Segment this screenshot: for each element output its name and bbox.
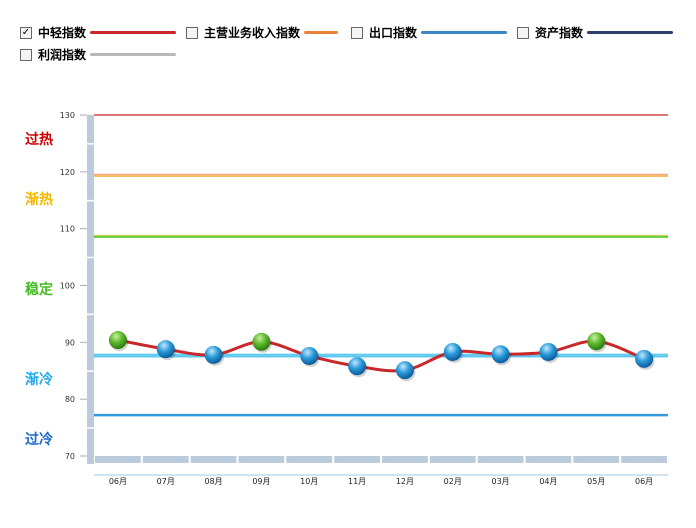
x-axis-segment (382, 456, 428, 463)
legend-swatch (587, 31, 674, 34)
x-axis-segment (525, 456, 572, 463)
x-tick-label: 03月 (491, 477, 509, 486)
x-tick-label: 07月 (157, 477, 175, 486)
data-point (204, 345, 223, 364)
data-point (539, 342, 558, 361)
data-point (108, 331, 127, 350)
data-point (156, 340, 175, 359)
zone-label-overcool: 过冷 (25, 432, 53, 448)
data-point (443, 342, 462, 361)
legend-item-0[interactable]: ✓ 中轻指数 (20, 24, 177, 41)
data-point (348, 357, 367, 376)
x-axis-segment (621, 456, 667, 463)
legend-label: 中轻指数 (38, 26, 87, 40)
x-tick-label: 08月 (204, 477, 222, 486)
y-tick-label: 110 (60, 225, 75, 234)
x-tick-label: 06月 (109, 477, 127, 486)
legend-item-4[interactable]: 利润指数 (20, 46, 177, 63)
zone-label-warming: 渐热 (25, 192, 53, 208)
data-point (587, 332, 606, 351)
legend-swatch (304, 31, 339, 34)
data-point (635, 349, 654, 368)
data-point (252, 332, 271, 351)
legend-item-2[interactable]: 出口指数 (351, 24, 508, 41)
legend-label: 利润指数 (38, 48, 87, 62)
y-axis-bar (87, 115, 94, 464)
x-axis-segment (334, 456, 380, 463)
x-tick-label: 10月 (300, 477, 318, 486)
x-axis-segment (477, 456, 524, 463)
x-axis-segment (190, 456, 237, 463)
data-point (491, 345, 510, 364)
checkbox-icon[interactable] (517, 26, 529, 39)
data-point (395, 361, 414, 380)
legend-swatch (90, 53, 177, 56)
y-tick-label: 100 (60, 282, 75, 291)
checkbox-checked-icon[interactable]: ✓ (20, 26, 32, 39)
x-tick-label: 06月 (635, 477, 653, 486)
y-tick-label: 130 (60, 111, 75, 120)
zone-label-cooling: 渐冷 (25, 372, 53, 388)
x-axis-segment (95, 456, 141, 463)
checkbox-icon[interactable] (186, 26, 198, 39)
y-tick-label: 80 (65, 395, 75, 404)
legend-label: 出口指数 (369, 26, 418, 40)
legend-item-3[interactable]: 资产指数 (517, 24, 674, 41)
legend-swatch (421, 31, 508, 34)
x-tick-label: 12月 (396, 477, 414, 486)
x-tick-label: 11月 (348, 477, 366, 486)
x-tick-label: 05月 (587, 477, 605, 486)
x-axis-segment (573, 456, 620, 463)
x-axis-segment (286, 456, 333, 463)
x-tick-label: 09月 (252, 477, 270, 486)
x-tick-label: 02月 (444, 477, 462, 486)
checkbox-icon[interactable] (20, 48, 32, 61)
y-tick-label: 90 (65, 338, 75, 347)
legend-swatch (90, 31, 177, 34)
zone-label-overheat: 过热 (25, 132, 53, 148)
checkbox-icon[interactable] (351, 26, 363, 39)
y-tick-label: 70 (65, 452, 75, 461)
legend-label: 资产指数 (535, 26, 584, 40)
zone-label-stable: 稳定 (25, 282, 53, 298)
legend-label: 主营业务收入指数 (204, 26, 301, 40)
x-axis-segment (238, 456, 285, 463)
x-axis-segment (429, 456, 476, 463)
data-point (300, 346, 319, 365)
legend-item-1[interactable]: 主营业务收入指数 (186, 24, 339, 41)
x-tick-label: 04月 (539, 477, 557, 486)
y-tick-label: 120 (60, 168, 75, 177)
x-axis-segment (142, 456, 189, 463)
